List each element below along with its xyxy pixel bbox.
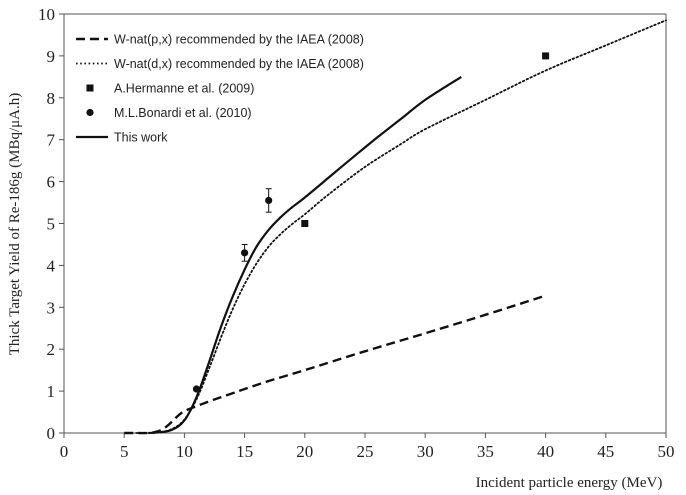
y-tick-label: 3 (47, 298, 56, 317)
x-axis-title: Incident particle energy (MeV) (476, 475, 663, 491)
series-layer (124, 19, 667, 435)
legend-label: M.L.Bonardi et al. (2010) (114, 106, 252, 120)
x-tick-label: 25 (357, 442, 374, 461)
x-tick-label: 35 (477, 442, 494, 461)
x-tick-label: 30 (417, 442, 434, 461)
x-tick-label: 15 (236, 442, 253, 461)
y-tick-label: 1 (47, 382, 56, 401)
data-point-circle (265, 196, 273, 205)
legend: W-nat(p,x) recommended by the IAEA (2008… (76, 33, 364, 145)
x-tick-label: 10 (176, 442, 193, 461)
x-tick-label: 50 (658, 442, 675, 461)
y-tick-label: 7 (47, 131, 56, 150)
legend-swatch-circle (86, 108, 94, 117)
x-tick-label: 5 (120, 442, 129, 461)
data-point-circle (241, 249, 249, 257)
legend-label: W-nat(p,x) recommended by the IAEA (2008… (114, 33, 364, 47)
y-tick-label: 8 (47, 89, 56, 108)
legend-swatch-square (86, 84, 94, 92)
y-tick-label: 2 (47, 340, 56, 359)
legend-label: A.Hermanne et al. (2009) (114, 82, 254, 96)
series-line-solid (148, 75, 462, 435)
x-tick-label: 20 (296, 442, 313, 461)
data-point-square (542, 52, 550, 60)
y-axis-title: Thick Target Yield of Re-186g (MBq/μA.h) (7, 93, 23, 356)
y-tick-label: 9 (47, 47, 56, 66)
data-point-circle (192, 385, 201, 393)
x-tick-label: 0 (60, 442, 69, 461)
y-tick-label: 0 (47, 424, 56, 443)
y-tick-label: 5 (47, 215, 56, 234)
y-tick-label: 6 (47, 173, 56, 192)
x-tick-label: 40 (537, 442, 554, 461)
series-line-dashed (124, 294, 546, 435)
y-tick-label: 10 (38, 5, 55, 24)
legend-label: W-nat(d,x) recommended by the IAEA (2008… (114, 57, 364, 71)
data-point-square (301, 220, 309, 227)
legend-label: This work (114, 131, 168, 145)
x-tick-label: 45 (597, 442, 614, 461)
y-tick-label: 4 (47, 256, 56, 275)
